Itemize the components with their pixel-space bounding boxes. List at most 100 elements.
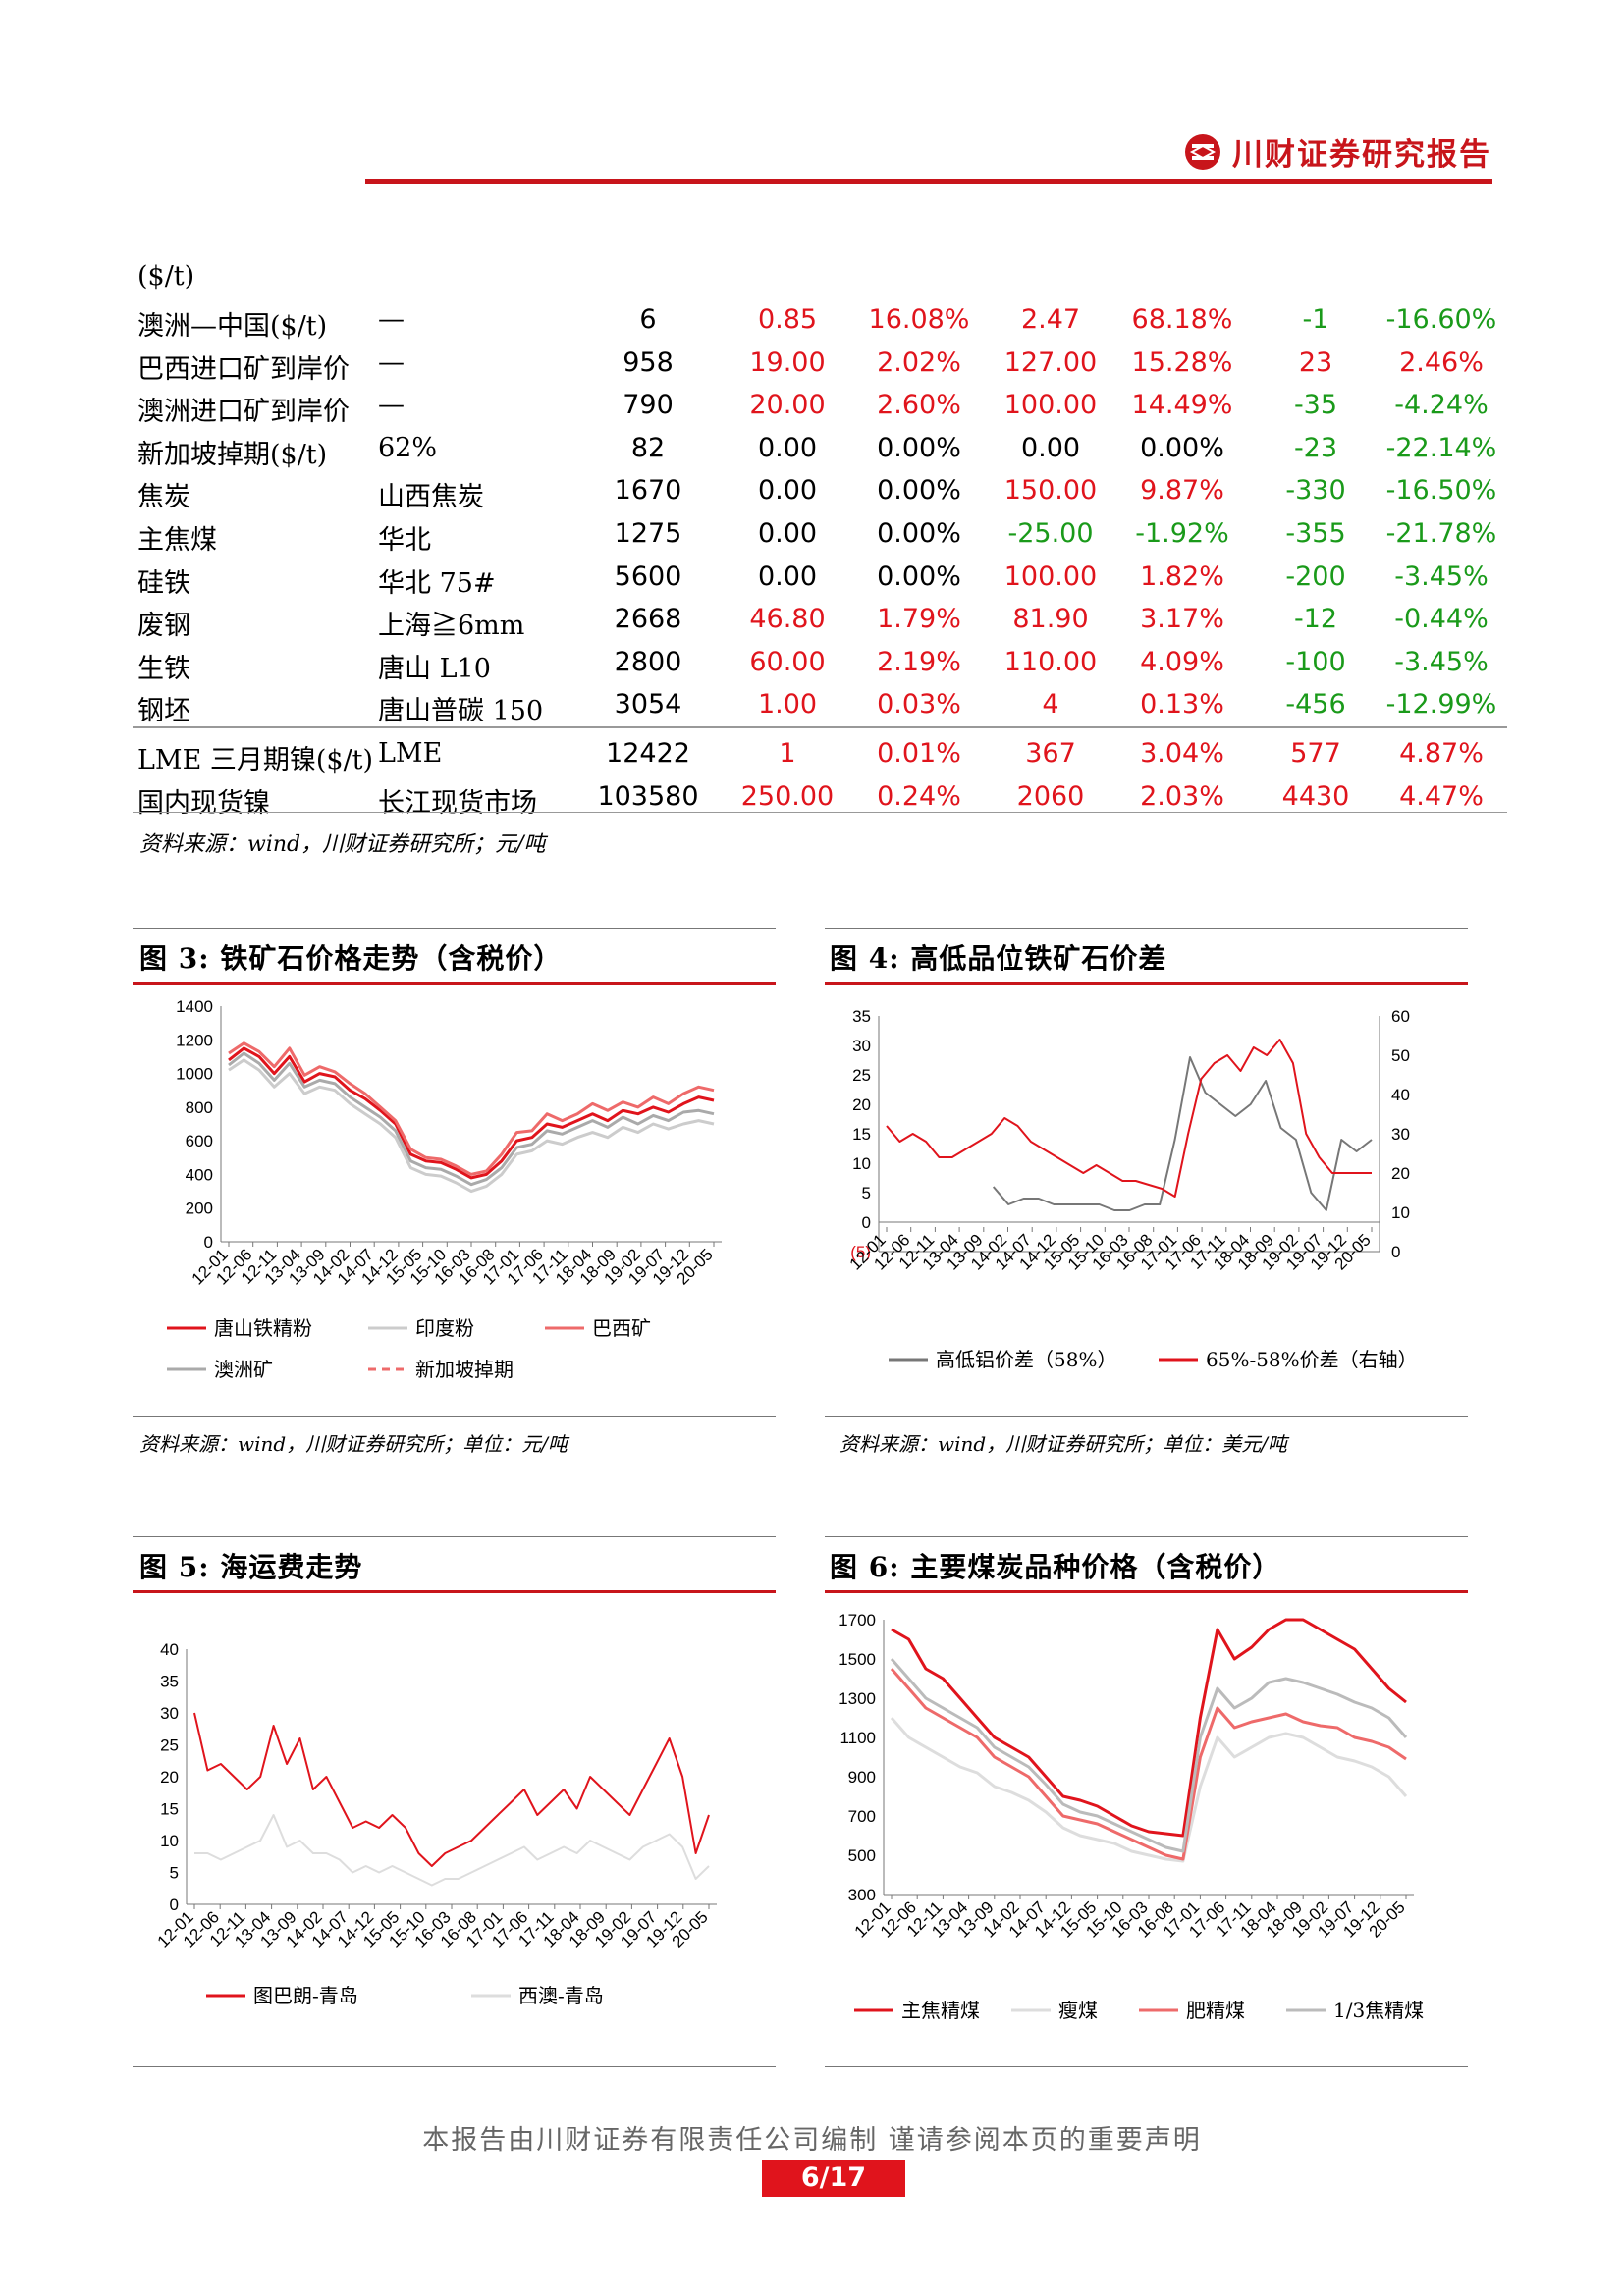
cell-d2: 150.00 bbox=[1003, 475, 1098, 507]
row-spec: 华北 bbox=[378, 525, 431, 556]
cell-p2: 1.82% bbox=[1140, 561, 1224, 592]
cell-p2: 9.87% bbox=[1140, 475, 1224, 507]
brand-name: 川财证券研究报告 bbox=[1232, 137, 1491, 173]
series-line-0 bbox=[992, 1056, 1373, 1211]
cell-d2: 110.00 bbox=[1003, 646, 1098, 677]
table-divider bbox=[133, 726, 1507, 728]
cell-d2: 0.00 bbox=[1020, 432, 1081, 463]
y-right-tick-label: 60 bbox=[1391, 1007, 1410, 1026]
y-right-tick-label: 50 bbox=[1391, 1046, 1410, 1065]
y-tick-label: 500 bbox=[848, 1846, 876, 1865]
cell-p2: 15.28% bbox=[1131, 347, 1233, 378]
row-name: 焦炭 bbox=[137, 482, 190, 513]
table-row: LME 三月期镍($/t) LME 12422 1 0.01% 367 3.04% 577 4.… bbox=[133, 730, 1507, 775]
cell-p3: -22.14% bbox=[1385, 432, 1497, 463]
fig6-title-rule bbox=[825, 1590, 1468, 1593]
y-tick-label: 1200 bbox=[176, 1031, 213, 1049]
y-tick-label: (5) bbox=[850, 1243, 871, 1261]
fig3-top-rule bbox=[133, 928, 776, 929]
fig4-title-rule bbox=[825, 982, 1468, 985]
cell-price: 5600 bbox=[614, 561, 682, 592]
cell-d2: 2.47 bbox=[1020, 304, 1081, 335]
legend-label: 印度粉 bbox=[415, 1316, 474, 1340]
fig4-top-rule bbox=[825, 928, 1468, 929]
row-name: 钢坯 bbox=[137, 696, 190, 727]
legend-label: 肥精煤 bbox=[1186, 1999, 1245, 2022]
cell-d3: -456 bbox=[1285, 689, 1346, 721]
table-source: 资料来源：wind，川财证券研究所；元/吨 bbox=[139, 832, 546, 857]
cell-p2: 0.13% bbox=[1140, 689, 1224, 721]
fig6-bottom-rule bbox=[825, 2066, 1468, 2067]
cell-p2: 0.00% bbox=[1140, 432, 1224, 463]
cell-d3: -355 bbox=[1285, 518, 1346, 549]
y-tick-label: 25 bbox=[852, 1066, 871, 1085]
series-line-0 bbox=[228, 1046, 715, 1180]
y-tick-label: 30 bbox=[160, 1704, 179, 1723]
cell-price: 12422 bbox=[606, 738, 690, 769]
fig6-top-rule bbox=[825, 1536, 1468, 1537]
cell-p1: 0.24% bbox=[877, 780, 961, 812]
fig3-bottom-rule bbox=[133, 1416, 776, 1417]
row-spec: 长江现货市场 bbox=[378, 787, 537, 819]
cell-d3: -330 bbox=[1285, 475, 1346, 507]
cell-p2: 3.17% bbox=[1140, 604, 1224, 635]
fig5-title-rule bbox=[133, 1590, 776, 1593]
cell-p3: -3.45% bbox=[1394, 646, 1489, 677]
y-right-tick-label: 0 bbox=[1391, 1243, 1400, 1261]
fig3-title-rule bbox=[133, 982, 776, 985]
row-name: 主焦煤 bbox=[137, 525, 217, 556]
cell-d2: 127.00 bbox=[1003, 347, 1098, 378]
row-spec: — bbox=[378, 304, 405, 335]
cell-price: 6 bbox=[639, 304, 657, 335]
y-tick-label: 900 bbox=[848, 1768, 876, 1787]
y-right-tick-label: 10 bbox=[1391, 1203, 1410, 1222]
row-name: 澳洲进口矿到岸价 bbox=[137, 397, 350, 428]
row-spec: 62% bbox=[378, 432, 438, 463]
y-tick-label: 10 bbox=[160, 1832, 179, 1850]
cell-d3: -12 bbox=[1293, 604, 1338, 635]
row-spec: 上海≧6mm bbox=[378, 611, 525, 642]
cell-d2: 367 bbox=[1025, 738, 1076, 769]
cell-p1: 0.01% bbox=[877, 738, 961, 769]
y-tick-label: 800 bbox=[186, 1098, 213, 1117]
cell-p1: 0.00% bbox=[877, 561, 961, 592]
cell-p2: 68.18% bbox=[1131, 304, 1233, 335]
cell-d1: 20.00 bbox=[749, 390, 826, 421]
series-line-3 bbox=[890, 1658, 1408, 1853]
row-spec: 唐山 L10 bbox=[378, 653, 491, 684]
row-spec: — bbox=[378, 347, 405, 378]
cell-p3: -3.45% bbox=[1394, 561, 1489, 592]
cell-d3: -1 bbox=[1302, 304, 1329, 335]
table-bottom-rule bbox=[133, 812, 1507, 813]
y-tick-label: 5 bbox=[862, 1184, 871, 1202]
series-line-0 bbox=[891, 1618, 1407, 1838]
row-spec: 华北 75# bbox=[378, 567, 496, 599]
y-tick-label: 1700 bbox=[839, 1611, 876, 1629]
y-tick-label: 20 bbox=[852, 1095, 871, 1114]
series-line-2 bbox=[890, 1668, 1407, 1861]
cell-p3: -12.99% bbox=[1385, 689, 1497, 721]
cell-p3: -16.60% bbox=[1385, 304, 1497, 335]
y-tick-label: 0 bbox=[204, 1233, 213, 1252]
cell-d1: 0.00 bbox=[757, 518, 818, 549]
fig5-top-rule bbox=[133, 1536, 776, 1537]
cell-price: 3054 bbox=[614, 689, 682, 721]
fig5-chart: 051015202530354012-0112-0612-1113-0413-0… bbox=[154, 1640, 717, 2007]
legend-label: 澳洲矿 bbox=[214, 1358, 273, 1381]
cell-d3: 4430 bbox=[1281, 780, 1350, 812]
y-tick-label: 25 bbox=[160, 1736, 179, 1755]
cell-d1: 46.80 bbox=[749, 604, 826, 635]
cell-d1: 1 bbox=[779, 738, 796, 769]
row-name: 国内现货镍 bbox=[137, 787, 270, 819]
y-tick-label: 15 bbox=[160, 1800, 179, 1819]
table-row: 钢坯 唐山普碳 150 3054 1.00 0.03% 4 0.13% -456 -12.99% bbox=[133, 681, 1507, 727]
table-row: 焦炭 山西焦炭 1670 0.00 0.00% 150.00 9.87% -330 -16.50… bbox=[133, 467, 1507, 513]
fig3-source: 资料来源：wind，川财证券研究所；单位：元/吨 bbox=[139, 1432, 568, 1456]
cell-d3: -23 bbox=[1293, 432, 1338, 463]
cell-d3: 577 bbox=[1290, 738, 1341, 769]
table-row: 国内现货镍 长江现货市场 103580 250.00 0.24% 2060 2.03% 443… bbox=[133, 774, 1507, 819]
y-right-tick-label: 40 bbox=[1391, 1086, 1410, 1104]
y-tick-label: 0 bbox=[170, 1896, 179, 1914]
cell-price: 1670 bbox=[614, 475, 682, 507]
table-row: 澳洲—中国($/t) — 6 0.85 16.08% 2.47 68.18% -1 -16.60… bbox=[133, 296, 1507, 342]
